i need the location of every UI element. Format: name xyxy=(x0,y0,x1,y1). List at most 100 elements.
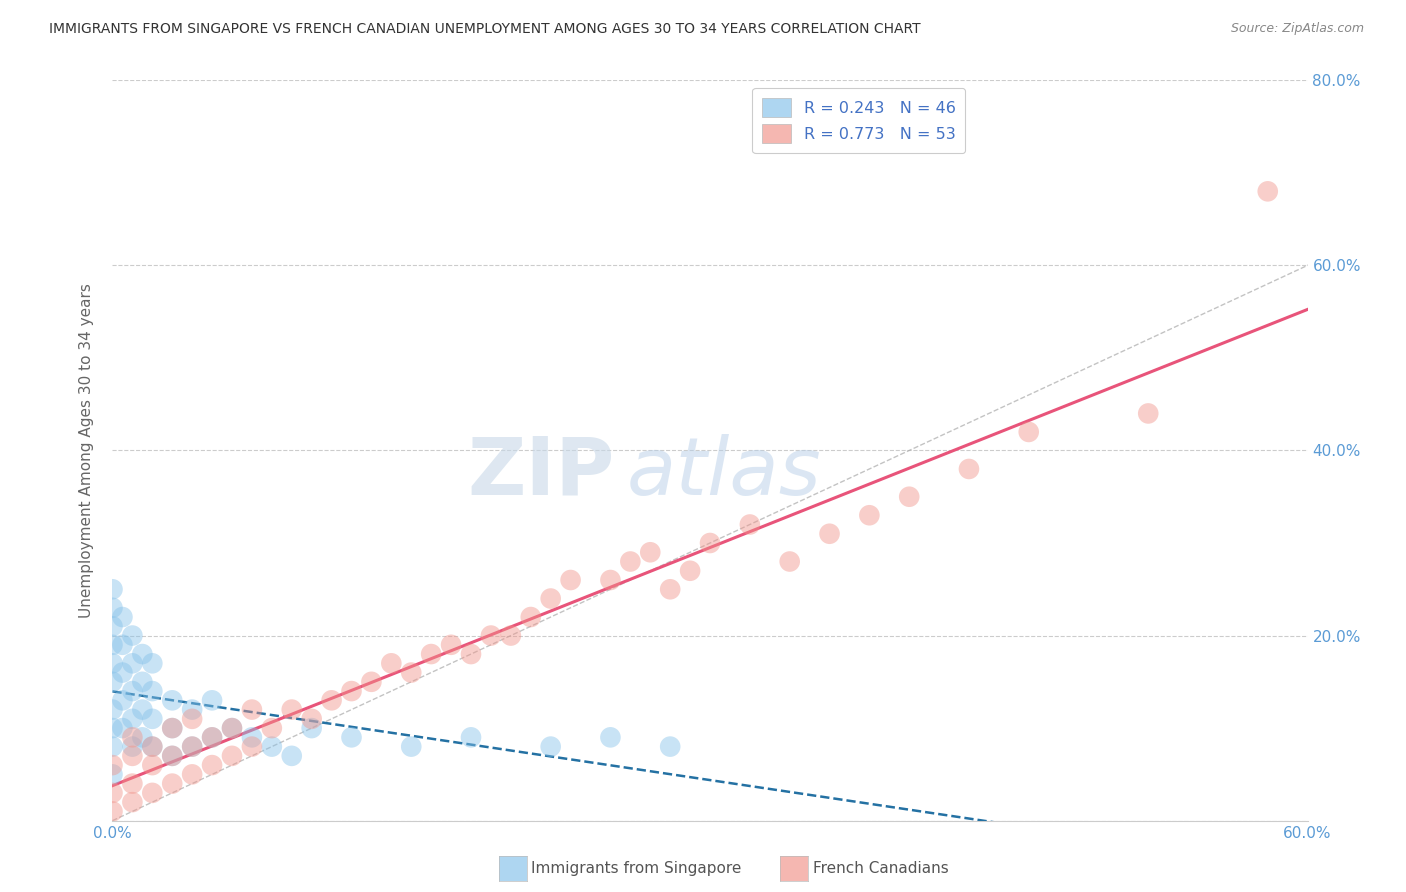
Point xyxy=(1137,407,1160,421)
Point xyxy=(619,554,641,569)
Point xyxy=(101,582,124,597)
Point xyxy=(221,748,243,763)
Point xyxy=(111,693,134,707)
Point xyxy=(479,628,502,642)
Point xyxy=(201,731,224,745)
Point xyxy=(301,712,323,726)
Point xyxy=(101,758,124,772)
Point xyxy=(121,657,143,671)
Point xyxy=(162,721,183,735)
Point xyxy=(162,776,183,791)
Point xyxy=(101,805,124,819)
Point xyxy=(738,517,761,532)
Point xyxy=(340,684,363,698)
Point xyxy=(101,767,124,781)
Point xyxy=(360,674,382,689)
Text: Immigrants from Singapore: Immigrants from Singapore xyxy=(531,861,742,876)
Point xyxy=(440,638,463,652)
Point xyxy=(141,786,163,800)
Point xyxy=(121,628,143,642)
Point xyxy=(858,508,880,523)
Point xyxy=(121,731,143,745)
Point xyxy=(101,703,124,717)
Point xyxy=(699,536,721,550)
Point xyxy=(260,721,283,735)
Point xyxy=(460,731,482,745)
Point xyxy=(321,693,343,707)
Point xyxy=(131,674,153,689)
Point xyxy=(1018,425,1040,439)
Point xyxy=(201,731,224,745)
Point xyxy=(181,767,204,781)
Point xyxy=(131,647,153,661)
Text: IMMIGRANTS FROM SINGAPORE VS FRENCH CANADIAN UNEMPLOYMENT AMONG AGES 30 TO 34 YE: IMMIGRANTS FROM SINGAPORE VS FRENCH CANA… xyxy=(49,22,921,37)
Point xyxy=(111,665,134,680)
Point xyxy=(101,721,124,735)
Point xyxy=(141,684,163,698)
Point xyxy=(240,703,263,717)
Point xyxy=(162,748,183,763)
Point xyxy=(221,721,243,735)
Point xyxy=(460,647,482,661)
Point xyxy=(898,490,921,504)
Point xyxy=(101,638,124,652)
Point xyxy=(101,674,124,689)
Point xyxy=(162,721,183,735)
Point xyxy=(340,731,363,745)
Point xyxy=(499,628,522,642)
Point xyxy=(162,748,183,763)
Point xyxy=(281,703,304,717)
Point xyxy=(260,739,283,754)
Point xyxy=(640,545,662,559)
Point xyxy=(420,647,443,661)
Point xyxy=(162,693,183,707)
Point xyxy=(401,665,423,680)
Text: atlas: atlas xyxy=(627,434,821,512)
Point xyxy=(201,693,224,707)
Point xyxy=(111,610,134,624)
Point xyxy=(599,731,621,745)
Point xyxy=(540,739,562,754)
Y-axis label: Unemployment Among Ages 30 to 34 years: Unemployment Among Ages 30 to 34 years xyxy=(79,283,94,618)
Point xyxy=(121,776,143,791)
Point xyxy=(659,739,682,754)
Point xyxy=(101,786,124,800)
Point xyxy=(131,703,153,717)
Point xyxy=(141,712,163,726)
Point xyxy=(659,582,682,597)
Point xyxy=(599,573,621,587)
Point xyxy=(181,739,204,754)
Point xyxy=(240,739,263,754)
Point xyxy=(121,739,143,754)
Point xyxy=(141,739,163,754)
Point xyxy=(957,462,980,476)
Point xyxy=(301,721,323,735)
Point xyxy=(201,758,224,772)
Text: ZIP: ZIP xyxy=(467,434,614,512)
Text: French Canadians: French Canadians xyxy=(813,861,949,876)
Point xyxy=(779,554,801,569)
Point xyxy=(401,739,423,754)
Point xyxy=(111,721,134,735)
Point xyxy=(141,758,163,772)
Point xyxy=(121,684,143,698)
Point xyxy=(240,731,263,745)
Point xyxy=(121,795,143,809)
Point xyxy=(679,564,702,578)
Point xyxy=(181,703,204,717)
Point xyxy=(520,610,543,624)
Point xyxy=(1257,184,1279,198)
Point xyxy=(540,591,562,606)
Point xyxy=(131,731,153,745)
Point xyxy=(281,748,304,763)
Point xyxy=(121,748,143,763)
Point xyxy=(101,619,124,633)
Point xyxy=(141,657,163,671)
Point xyxy=(818,526,841,541)
Point xyxy=(101,600,124,615)
Point xyxy=(111,638,134,652)
Point xyxy=(380,657,402,671)
Point xyxy=(101,657,124,671)
Point xyxy=(101,739,124,754)
Point xyxy=(181,739,204,754)
